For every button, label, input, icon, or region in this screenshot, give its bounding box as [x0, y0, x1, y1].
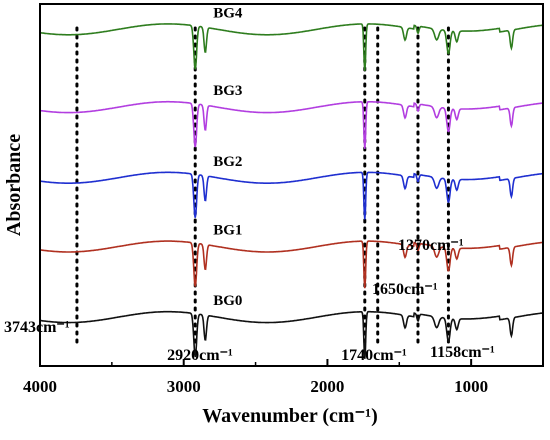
series-line-bg1 — [39, 240, 544, 289]
series-line-bg2 — [39, 171, 544, 220]
series-line-bg0 — [39, 310, 543, 359]
spectra-series — [39, 23, 544, 359]
x-tick-label-2000: 2000 — [310, 377, 344, 396]
annotation-lines — [75, 26, 450, 347]
x-tick-label-1000: 1000 — [454, 377, 488, 396]
peak-annotations: 3743cm⁻¹ 2920cm⁻¹ 1740cm⁻¹ 1650cm⁻¹ 1370cm⁻¹… — [4, 237, 495, 364]
series-line-bg3 — [39, 100, 544, 149]
series-label-bg1: BG1 — [213, 223, 242, 239]
plot-frame — [39, 3, 544, 367]
annotation-3743: 3743cm⁻¹ — [4, 319, 70, 336]
annotation-1370: 1370cm⁻¹ — [398, 237, 464, 254]
x-axis-ticks: 4000 3000 2000 1000 — [23, 359, 488, 396]
series-line-bg4 — [39, 23, 544, 72]
series-labels: BG4 BG3 BG2 BG1 BG0 — [213, 5, 243, 309]
y-axis-title: Absorbance — [3, 134, 25, 236]
x-tick-label-3000: 3000 — [167, 377, 201, 396]
x-tick-label-4000: 4000 — [23, 377, 57, 396]
series-label-bg4: BG4 — [213, 5, 243, 21]
series-label-bg3: BG3 — [213, 83, 242, 99]
series-label-bg2: BG2 — [213, 154, 242, 170]
x-axis-title: Wavenumber (cm⁻¹) — [202, 405, 378, 427]
annotation-1650: 1650cm⁻¹ — [372, 281, 438, 298]
series-label-bg0: BG0 — [213, 293, 242, 309]
annotation-1740: 1740cm⁻¹ — [341, 347, 407, 364]
annotation-1158: 1158cm⁻¹ — [430, 344, 495, 361]
annotation-2920: 2920cm⁻¹ — [167, 347, 233, 364]
